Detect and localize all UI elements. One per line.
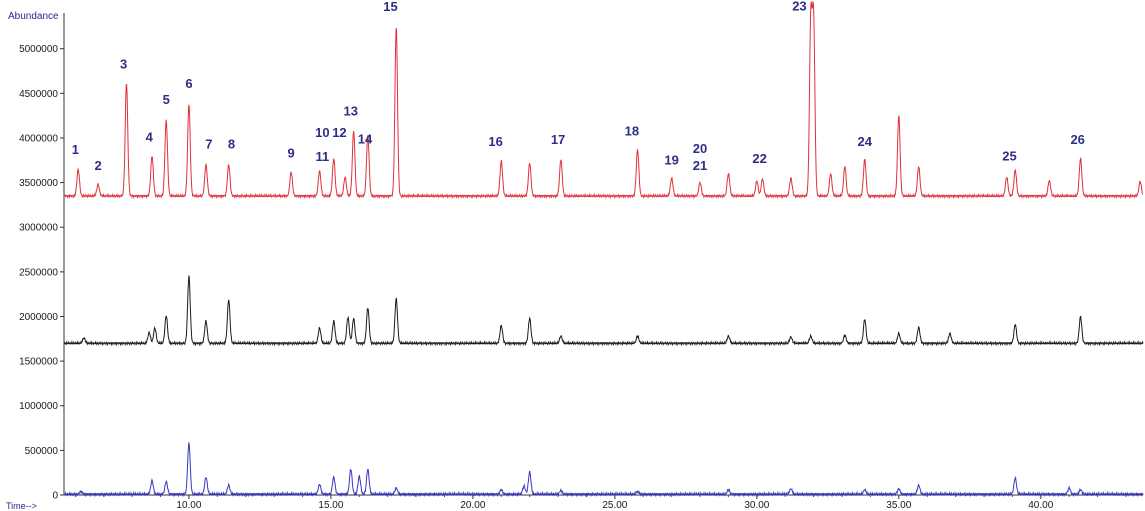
peak-label-6: 6 (185, 76, 192, 91)
series-line-1 (63, 1, 1144, 200)
peak-label-17: 17 (551, 132, 565, 147)
peak-label-3: 3 (120, 56, 127, 71)
peak-label-14: 14 (358, 131, 373, 146)
y-tick-label: 4000000 (19, 133, 58, 144)
y-axis-label: Abundance (8, 11, 59, 22)
peak-label-15: 15 (383, 0, 397, 14)
x-axis-label: Time--> (6, 501, 37, 511)
peak-label-10: 10 (315, 125, 329, 140)
peak-label-23: 23 (792, 0, 806, 13)
x-tick-label: 35.00 (886, 500, 911, 511)
y-tick-label: 5000000 (19, 44, 58, 55)
y-tick-label: 3000000 (19, 223, 58, 234)
peak-label-9: 9 (288, 146, 295, 161)
y-tick-label: 4500000 (19, 89, 58, 100)
series-layer (63, 1, 1144, 498)
peak-label-8: 8 (228, 137, 235, 152)
peak-label-18: 18 (625, 123, 639, 138)
series-line-2 (63, 275, 1144, 347)
peak-label-13: 13 (344, 104, 358, 119)
y-tick-label: 1000000 (19, 401, 58, 412)
y-tick-label: 2500000 (19, 267, 58, 278)
x-tick-label: 25.00 (602, 500, 627, 511)
x-tick-label: 40.00 (1028, 500, 1053, 511)
y-ticks: 0 500000 1000000 1500000 2000000 2500000 30000… (19, 44, 64, 502)
peak-label-2: 2 (94, 158, 101, 173)
peak-label-20: 20 (693, 141, 707, 156)
peak-label-26: 26 (1070, 132, 1084, 147)
peak-label-22: 22 (752, 151, 766, 166)
peak-label-24: 24 (857, 134, 872, 149)
y-tick-label: 500000 (25, 446, 59, 457)
x-tick-label: 20.00 (460, 500, 485, 511)
peak-label-25: 25 (1002, 148, 1016, 163)
peak-label-21: 21 (693, 158, 707, 173)
x-tick-label: 30.00 (744, 500, 769, 511)
peak-label-19: 19 (664, 153, 678, 168)
y-tick-label: 1500000 (19, 357, 58, 368)
x-ticks: 10.00 15.00 20.00 25.00 30.00 35.00 40.00 (74, 495, 1127, 511)
peak-label-11: 11 (316, 149, 330, 164)
peak-label-1: 1 (72, 142, 79, 157)
peak-label-12: 12 (332, 125, 346, 140)
peak-label-5: 5 (163, 92, 170, 107)
x-tick-label: 10.00 (176, 500, 201, 511)
peak-label-4: 4 (146, 130, 154, 145)
y-tick-label: 3500000 (19, 178, 58, 189)
series-line-3 (63, 442, 1144, 498)
y-tick-label: 2000000 (19, 312, 58, 323)
peak-label-16: 16 (488, 134, 502, 149)
peak-label-7: 7 (205, 137, 212, 152)
y-tick-label: 0 (52, 491, 58, 502)
x-tick-label: 15.00 (318, 500, 343, 511)
